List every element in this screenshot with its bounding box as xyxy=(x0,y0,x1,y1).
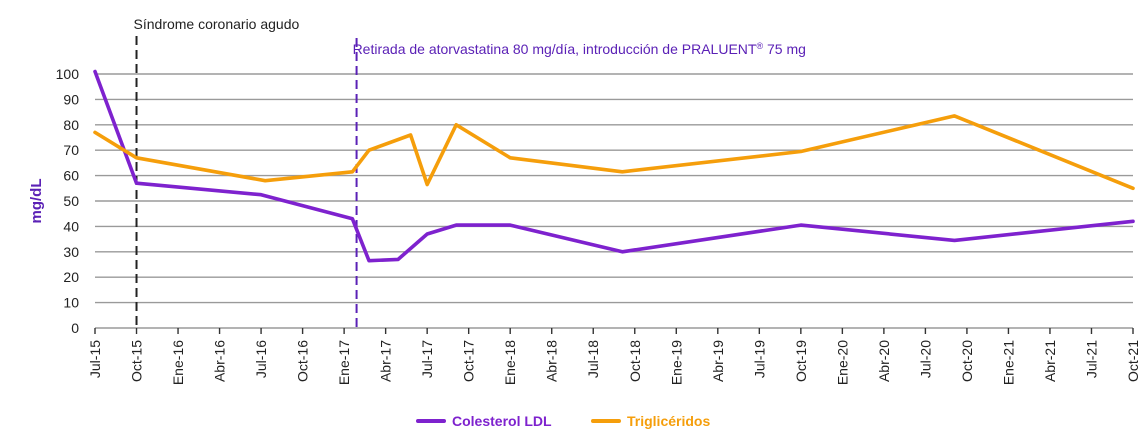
y-tick-label: 60 xyxy=(63,168,79,184)
x-tick-label: Jul-19 xyxy=(751,340,767,378)
x-axis: Jul-15 Oct-15 Ene-16 Abr-16 Jul-16 Oct-16 Ene-… xyxy=(87,328,1141,385)
x-tick-label: Ene-17 xyxy=(336,340,352,385)
y-tick-label: 30 xyxy=(63,244,79,260)
x-tick-label: Jul-18 xyxy=(585,340,601,378)
x-tick-label: Oct-21 xyxy=(1125,340,1141,382)
x-tick-label: Jul-21 xyxy=(1083,340,1099,378)
y-tick-label: 80 xyxy=(63,117,79,133)
x-tick-label: Ene-19 xyxy=(668,340,684,385)
y-tick-label: 10 xyxy=(63,295,79,311)
y-tick-label: 100 xyxy=(56,66,80,82)
series-line xyxy=(93,69,1135,263)
event-label: Síndrome coronario agudo xyxy=(134,16,300,32)
x-tick-label: Jul-15 xyxy=(87,340,103,378)
x-tick-label: Abr-21 xyxy=(1042,340,1058,382)
y-tick-label: 20 xyxy=(63,269,79,285)
y-axis: 0 10 20 30 40 50 60 70 80 90 100 xyxy=(56,66,80,336)
annotations: Síndrome coronario agudo Retirada de ator… xyxy=(134,16,806,328)
grid-lines xyxy=(95,73,1133,329)
x-tick-label: Oct-18 xyxy=(627,340,643,382)
x-tick-label: Jul-16 xyxy=(253,340,269,378)
x-tick-label: Abr-19 xyxy=(710,340,726,382)
x-tick-label: Oct-15 xyxy=(129,340,145,382)
legend: Colesterol LDL Triglicéridos xyxy=(416,413,710,429)
x-tick-label: Oct-20 xyxy=(959,340,975,382)
y-tick-label: 0 xyxy=(71,320,79,336)
x-tick-label: Oct-16 xyxy=(295,340,311,382)
legend-label: Colesterol LDL xyxy=(452,413,552,429)
x-tick-label: Ene-21 xyxy=(1000,340,1016,385)
legend-label: Triglicéridos xyxy=(627,413,710,429)
x-tick-label: Jul-17 xyxy=(419,340,435,378)
x-tick-label: Abr-20 xyxy=(876,340,892,382)
x-tick-label: Abr-16 xyxy=(212,340,228,382)
x-tick-label: Ene-16 xyxy=(170,340,186,385)
y-axis-label: mg/dL xyxy=(28,179,45,224)
y-tick-label: 90 xyxy=(63,91,79,107)
series-line xyxy=(93,114,1135,191)
series-lines xyxy=(93,69,1135,263)
x-tick-label: Abr-17 xyxy=(378,340,394,382)
event-label: Retirada de atorvastatina 80 mg/día, int… xyxy=(353,41,806,57)
y-tick-label: 40 xyxy=(63,218,79,234)
x-tick-label: Oct-17 xyxy=(461,340,477,382)
x-tick-label: Abr-18 xyxy=(544,340,560,382)
x-tick-label: Ene-18 xyxy=(502,340,518,385)
x-tick-label: Ene-20 xyxy=(834,340,850,385)
y-tick-label: 70 xyxy=(63,142,79,158)
x-tick-label: Oct-19 xyxy=(793,340,809,382)
x-tick-label: Jul-20 xyxy=(917,340,933,378)
y-tick-label: 50 xyxy=(63,193,79,209)
